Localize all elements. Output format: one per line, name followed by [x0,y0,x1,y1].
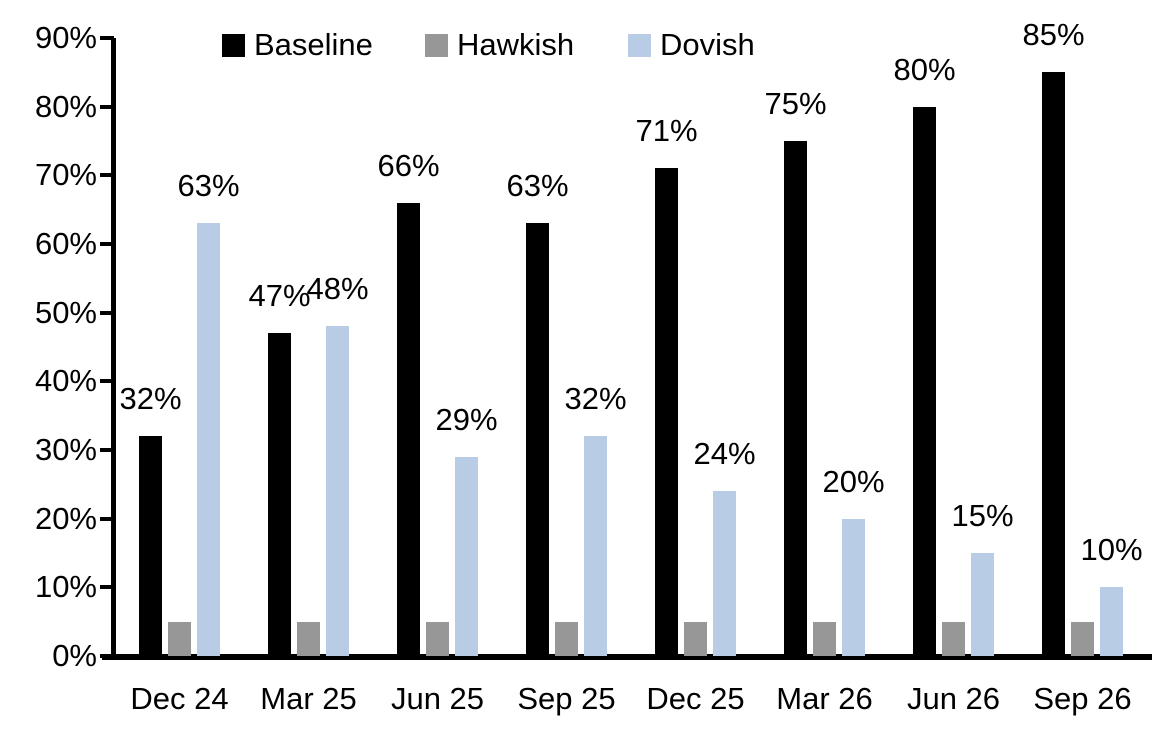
y-tick [100,585,114,590]
legend-label-baseline: Baseline [254,27,373,62]
bar-dovish [584,436,607,656]
legend-item-dovish: Dovish [628,27,755,62]
y-tick [100,654,114,658]
y-tick-label: 80% [34,88,97,124]
bar-dovish [326,326,349,656]
data-label-baseline: 80% [893,51,956,87]
data-label-dovish: 32% [564,381,627,417]
bar-baseline [268,333,291,656]
y-tick-label: 40% [34,363,97,399]
legend-label-dovish: Dovish [660,27,755,62]
y-tick-label: 50% [34,294,97,330]
bar-dovish [1100,587,1123,656]
y-tick-label: 30% [34,432,97,467]
bar-hawkish [168,621,191,656]
data-label-baseline: 75% [764,86,827,121]
bar-hawkish [813,621,836,656]
data-label-dovish: 24% [693,436,756,472]
bar-dovish [713,491,736,656]
y-tick [100,310,114,315]
bar-hawkish [942,621,965,656]
legend-swatch-dovish-icon [628,33,651,57]
y-tick-label: 60% [34,226,97,261]
y-tick-label: 0% [52,638,97,673]
y-tick [100,379,114,384]
data-label-dovish: 48% [306,271,369,307]
x-tick-label: Mar 25 [260,681,357,716]
bar-baseline [784,141,807,656]
y-tick [100,36,114,40]
y-axis-line [111,38,116,658]
bar-hawkish [684,621,707,656]
y-tick-label: 70% [34,157,97,193]
data-label-baseline: 47% [248,278,311,314]
bar-hawkish [426,621,449,656]
y-tick [100,173,114,178]
bar-hawkish [555,621,578,656]
data-label-dovish: 29% [435,401,498,437]
bar-dovish [455,456,478,656]
bar-hawkish [1071,621,1094,656]
y-tick [100,516,114,521]
data-label-baseline: 66% [377,147,440,183]
data-label-baseline: 71% [635,113,698,149]
legend-item-baseline: Baseline [222,27,373,62]
data-label-dovish: 10% [1080,532,1143,568]
bar-baseline [139,436,162,656]
x-tick-label: Mar 26 [776,681,873,716]
data-label-baseline: 32% [119,381,182,417]
bar-baseline [1042,72,1065,656]
bar-hawkish [297,621,320,656]
x-tick-label: Dec 25 [646,681,745,716]
y-tick-label: 10% [34,569,97,605]
bar-baseline [397,202,420,656]
x-tick-label: Sep 26 [1033,681,1132,716]
data-label-baseline: 63% [506,168,569,204]
bar-baseline [655,168,678,656]
legend-item-hawkish: Hawkish [425,27,575,62]
data-label-dovish: 63% [177,168,240,204]
data-label-baseline: 85% [1022,17,1085,53]
y-tick [100,104,114,109]
bar-dovish [842,518,865,656]
y-tick [100,242,114,246]
y-tick-label: 90% [34,20,97,55]
bar-dovish [971,553,994,656]
legend-swatch-hawkish-icon [425,33,448,57]
x-tick-label: Jun 25 [390,681,485,716]
x-tick-label: Sep 25 [517,681,616,716]
legend-swatch-baseline-icon [222,33,245,57]
x-axis-line [102,654,1152,660]
legend-label-hawkish: Hawkish [457,27,575,62]
bar-baseline [526,223,549,656]
y-tick-label: 20% [34,500,97,536]
x-tick-label: Dec 24 [130,681,229,716]
data-label-dovish: 15% [951,498,1014,533]
bar-dovish [197,223,220,656]
y-tick [100,448,114,452]
data-label-dovish: 20% [822,463,885,499]
x-tick-label: Jun 26 [906,681,1001,716]
bar-baseline [913,106,936,656]
